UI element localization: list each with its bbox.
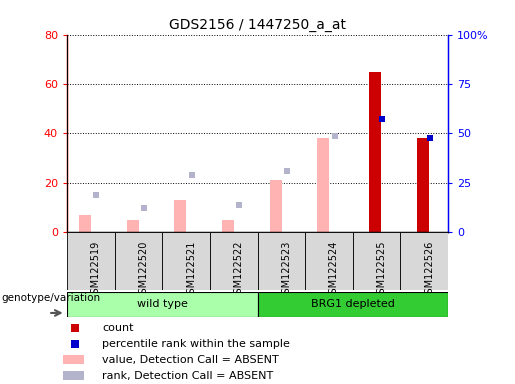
Bar: [269, 180, 282, 232]
Bar: [258, 232, 305, 290]
Text: wild type: wild type: [137, 299, 187, 310]
Bar: [63, 356, 84, 364]
Bar: [417, 138, 429, 232]
Text: rank, Detection Call = ABSENT: rank, Detection Call = ABSENT: [102, 371, 273, 381]
Bar: [305, 232, 353, 290]
Text: genotype/variation: genotype/variation: [2, 293, 100, 303]
Bar: [127, 220, 139, 232]
Bar: [174, 200, 186, 232]
Text: count: count: [102, 323, 133, 333]
Text: percentile rank within the sample: percentile rank within the sample: [102, 339, 290, 349]
Text: GSM122522: GSM122522: [234, 241, 244, 300]
Bar: [222, 220, 234, 232]
Bar: [369, 72, 381, 232]
Bar: [67, 232, 115, 290]
Text: value, Detection Call = ABSENT: value, Detection Call = ABSENT: [102, 355, 279, 365]
Text: GSM122519: GSM122519: [91, 241, 101, 300]
Bar: [63, 371, 84, 380]
Text: GSM122524: GSM122524: [329, 241, 339, 300]
Text: BRG1 depleted: BRG1 depleted: [311, 299, 394, 310]
Bar: [162, 232, 210, 290]
Text: GSM122525: GSM122525: [376, 241, 387, 300]
Bar: [67, 292, 258, 317]
Bar: [114, 232, 162, 290]
Title: GDS2156 / 1447250_a_at: GDS2156 / 1447250_a_at: [169, 18, 346, 32]
Bar: [317, 138, 329, 232]
Text: GSM122521: GSM122521: [186, 241, 196, 300]
Bar: [79, 215, 91, 232]
Bar: [353, 232, 401, 290]
Bar: [258, 292, 448, 317]
Text: GSM122526: GSM122526: [424, 241, 434, 300]
Text: GSM122523: GSM122523: [281, 241, 291, 300]
Bar: [210, 232, 258, 290]
Text: GSM122520: GSM122520: [139, 241, 148, 300]
Bar: [401, 232, 448, 290]
